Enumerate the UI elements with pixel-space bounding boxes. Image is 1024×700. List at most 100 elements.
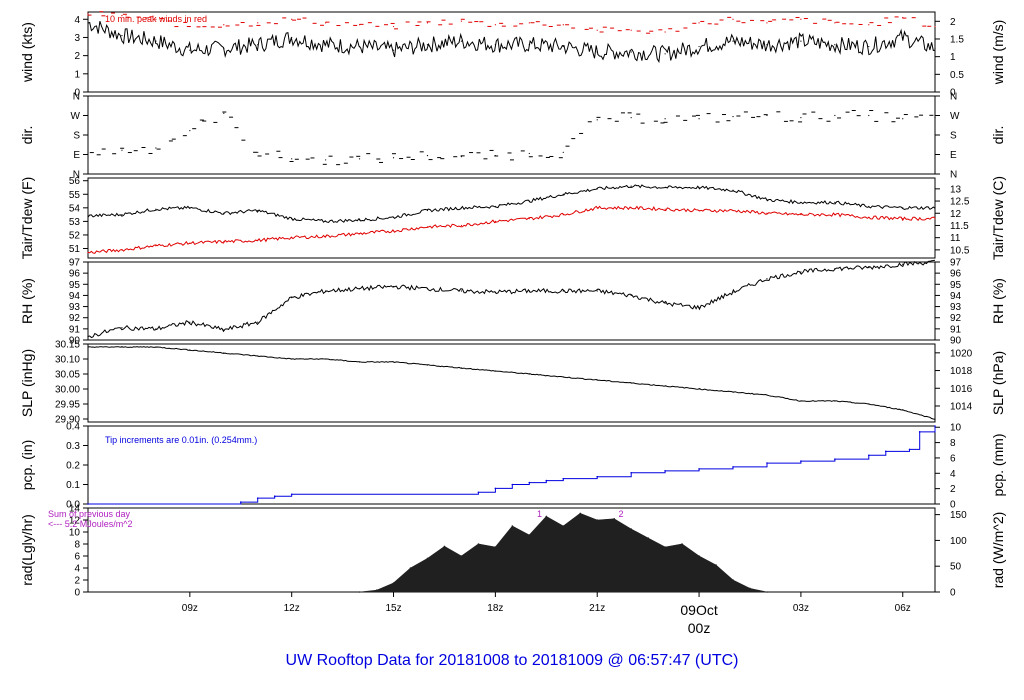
right-tick-label: 97 (950, 258, 962, 269)
right-tick-label: 1014 (950, 401, 973, 412)
left-tick-label: 91 (69, 324, 81, 335)
data-point (257, 209, 259, 212)
right-tick-label: 8 (950, 438, 956, 449)
data-point (460, 290, 463, 292)
data-point (800, 201, 802, 204)
data-point (87, 215, 89, 217)
left-tick-label: 12 (69, 516, 81, 527)
data-point (460, 20, 463, 22)
data-point (908, 448, 911, 451)
data-point (291, 218, 293, 220)
data-point (325, 159, 327, 161)
left-tick-label: 29.90 (55, 415, 80, 426)
left-tick-label: 8 (74, 540, 80, 551)
data-point (579, 512, 582, 515)
data-point (766, 462, 768, 464)
data-point (834, 22, 836, 24)
left-tick-label: 14 (69, 504, 81, 515)
data-point (358, 24, 361, 26)
y-axis-label: rad(Lgly/hr) (19, 514, 35, 586)
data-point (934, 47, 936, 49)
data-point (528, 481, 531, 484)
x-tick-label: 00z (688, 620, 711, 636)
left-tick-label: 0 (74, 88, 80, 99)
left-tick-label: W (71, 111, 81, 122)
data-point (698, 555, 700, 557)
data-point (562, 376, 564, 378)
data-point (732, 18, 734, 20)
data-point (121, 346, 123, 348)
panel-note: Sum of previous day (48, 509, 131, 519)
right-tick-label: 0 (950, 500, 956, 511)
data-point (698, 388, 700, 390)
left-tick-label: 0.1 (66, 480, 80, 491)
right-tick-label: 2 (950, 484, 956, 495)
data-point (358, 158, 361, 160)
x-tick-label: 15z (385, 603, 401, 614)
right-tick-label: E (950, 150, 957, 161)
left-tick-label: 0.0 (66, 500, 80, 511)
data-point (834, 214, 836, 216)
series-line (87, 346, 936, 420)
data-point (291, 297, 293, 299)
panel-note: <--- 5.2 MJoules/m^2 (48, 519, 133, 529)
data-point (257, 44, 259, 46)
data-point (562, 193, 564, 195)
x-tick-label: 21z (589, 603, 605, 614)
y-axis-label-right: dir. (990, 126, 1006, 145)
data-point (325, 220, 327, 222)
data-point (596, 379, 598, 381)
data-point (834, 400, 836, 402)
footer-title: UW Rooftop Data for 20181008 to 20181009… (286, 652, 739, 669)
y-axis-label: RH (%) (19, 278, 35, 324)
data-point (494, 220, 496, 222)
data-point (121, 35, 123, 37)
data-point (121, 249, 123, 251)
data-point (934, 25, 936, 28)
data-point (800, 117, 802, 119)
data-point (749, 587, 751, 590)
data-point (766, 22, 768, 24)
data-point (511, 525, 514, 527)
data-point (630, 117, 632, 119)
y-axis-label-right: rad (W/m^2) (990, 512, 1006, 589)
data-point (868, 266, 870, 269)
left-tick-label: 52 (69, 230, 81, 241)
right-tick-label: 0 (950, 588, 956, 599)
data-point (596, 475, 599, 478)
data-point (189, 207, 191, 209)
data-point (494, 291, 496, 293)
panel-frame (87, 343, 936, 423)
data-point (698, 45, 700, 48)
data-point (934, 218, 936, 220)
data-point (392, 582, 395, 584)
data-point (834, 114, 836, 117)
data-point (358, 45, 361, 48)
data-point (698, 22, 700, 24)
data-point (800, 460, 802, 462)
data-point (766, 212, 768, 214)
data-point (87, 22, 89, 24)
data-point (664, 470, 666, 472)
data-point (934, 425, 936, 427)
series-rh (87, 259, 936, 339)
panel-pcp: 0.0 0.1 0.2 0.3 0.4 0 2 4 6 8 10 pcp. (in) pcp. (mm)… (19, 422, 1006, 511)
data-point (494, 24, 496, 26)
data-point (545, 479, 548, 482)
left-tick-label: 51 (69, 244, 81, 255)
data-point (87, 152, 89, 155)
data-point (664, 118, 666, 120)
data-point (528, 290, 530, 292)
data-point (613, 518, 615, 520)
data-point (934, 418, 936, 420)
data-point (189, 25, 191, 28)
data-point (732, 466, 734, 468)
right-tick-label: 4 (950, 469, 956, 480)
data-point (664, 302, 666, 304)
x-tick-label: 18z (487, 603, 503, 614)
data-point (189, 242, 191, 244)
left-tick-label: 30.00 (55, 385, 80, 396)
